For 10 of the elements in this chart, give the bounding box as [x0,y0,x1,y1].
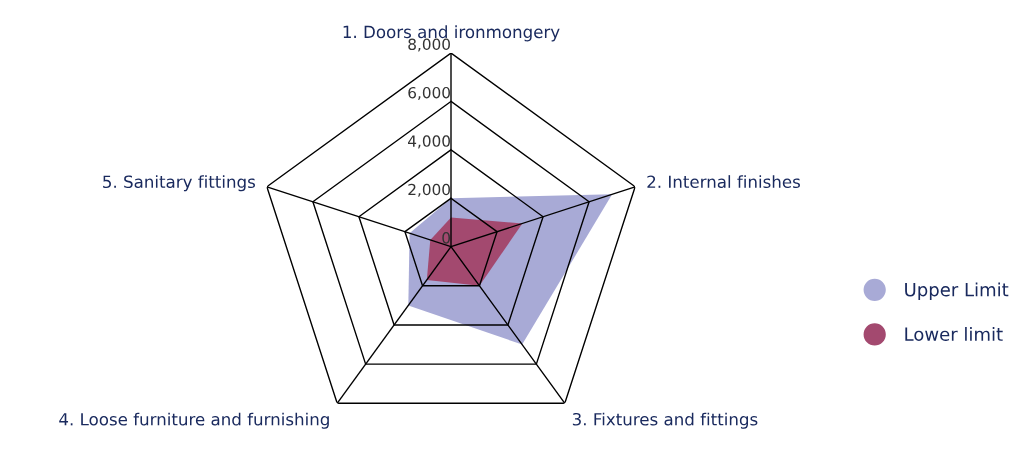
spoke-label: 4. Loose furniture and furnishing [59,412,329,429]
y-tick-label: 2,000 [408,183,450,197]
legend-label: Lower limit [905,327,1003,341]
spoke-label: 2. Internal finishes [647,175,800,189]
legend-label: Upper Limit [905,282,1009,300]
spoke-label: 5. Sanitary fittings [103,175,255,192]
y-tick-label: 4,000 [408,135,450,149]
y-tick-label: 0 [442,232,450,244]
y-tick-label: 6,000 [408,86,450,101]
spoke-label: 3. Fixtures and fittings [572,412,758,429]
